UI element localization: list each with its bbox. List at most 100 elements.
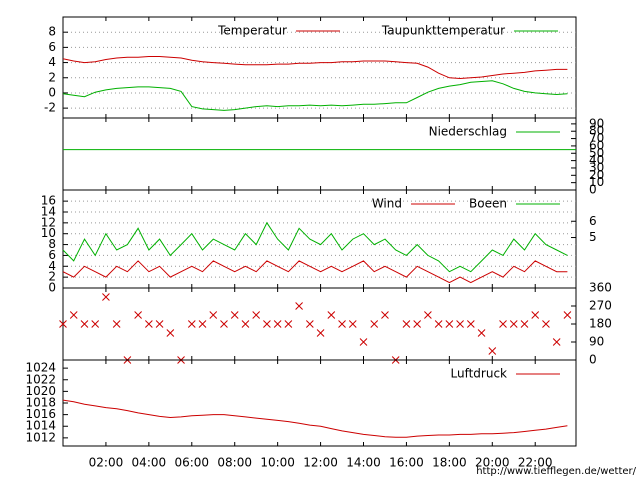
data-line [62,56,568,80]
x-tick-label: 18:00 [432,456,467,470]
wind-direction-point [198,320,207,328]
wind-direction-point [488,347,497,355]
wind-direction-point [531,311,540,319]
y-tick-label: 1018 [25,396,56,410]
legend-label: Niederschlag [429,125,507,139]
y-tick-label: 270 [589,299,612,313]
wind-direction-point [445,320,454,328]
y-tick-label: 2 [48,70,56,84]
y-tick-label: 60 [589,138,604,152]
y-tick-label: 1024 [25,361,56,375]
y-tick-label: 90 [589,335,604,349]
wind-direction-point [166,329,175,337]
y-tick-label: 1022 [25,372,56,386]
wind-direction-point [316,329,325,337]
y-tick-label: 80 [589,124,604,138]
y-tick-label: 360 [589,281,612,295]
x-tick-label: 20:00 [475,456,510,470]
y-tick-label: 0 [48,85,56,99]
wind-direction-point [552,338,561,346]
wind-direction-point [348,320,357,328]
wind-direction-point [155,320,164,328]
data-line [62,260,568,284]
y2-tick-label: 6 [589,214,597,228]
wind-direction-point [187,320,196,328]
wind-direction-point [338,320,346,328]
wind-direction-point [509,320,518,328]
wind-direction-point [434,320,443,328]
wind-direction-point [69,311,78,319]
y-tick-label: 180 [589,317,612,331]
legend-label: Taupunkttemperatur [381,24,505,38]
wind-direction-point [402,320,411,328]
legend-label: Wind [372,197,402,211]
y-tick-label: 6 [48,40,56,54]
wind-direction-point [273,320,282,328]
y-tick-label: 50 [589,146,604,160]
y-tick-label: 70 [589,131,604,145]
y-tick-label: 90 [589,116,604,130]
wind-direction-point [263,320,271,328]
x-tick-label: 08:00 [217,456,252,470]
x-tick-label: 04:00 [132,456,167,470]
y-tick-label: 1020 [25,384,56,398]
wind-direction-point [252,311,261,319]
wind-direction-point [230,311,239,319]
wind-direction-point [413,320,422,328]
panel-frame [62,287,577,361]
y-tick-label: 0 [589,353,597,367]
x-tick-label: 16:00 [389,456,424,470]
wind-direction-point [80,320,89,328]
y-tick-label: 8 [48,25,56,39]
wind-direction-point [499,320,507,328]
wind-direction-point [91,320,100,328]
x-tick-label: 10:00 [260,456,295,470]
y-tick-label: 20 [589,168,604,182]
y-tick-label: 1012 [25,430,56,444]
wind-direction-point [520,320,529,328]
wind-direction-point [295,302,303,310]
data-line [62,399,568,438]
y-tick-label: 8 [48,237,56,251]
legend-label: Boeen [469,197,507,211]
y-tick-label: 2 [48,270,56,284]
y-tick-label: 30 [589,160,604,174]
wind-direction-point [209,311,218,319]
y2-tick-label: 5 [589,230,597,244]
wind-direction-point [456,320,464,328]
y-tick-label: 16 [41,194,56,208]
wind-direction-point [145,320,153,328]
x-tick-label: 14:00 [346,456,381,470]
wind-direction-point [284,320,293,328]
y-tick-label: 12 [41,215,56,229]
wind-direction-point [112,320,121,328]
wind-direction-point [134,311,142,319]
y-tick-label: 6 [48,248,56,262]
x-tick-label: 12:00 [303,456,338,470]
wind-direction-point [424,311,432,319]
legend-label: Temperatur [217,24,287,38]
wind-direction-point [370,320,379,328]
x-tick-label: 06:00 [174,456,209,470]
wind-direction-point [542,320,550,328]
wind-direction-point [477,329,486,337]
wind-direction-point [381,311,389,319]
wind-direction-point [359,338,368,346]
y-tick-label: 14 [41,204,56,218]
x-tick-label: 22:00 [518,456,553,470]
y-tick-label: -2 [44,101,56,115]
wind-direction-point [241,320,250,328]
footer-url: http://www.tiefflegen.de/wetter/ [476,466,636,477]
y-tick-label: 10 [41,226,56,240]
data-line [62,80,568,111]
y-tick-label: 4 [48,55,56,69]
y-tick-label: 1016 [25,407,56,421]
data-line [62,221,568,273]
wind-direction-point [327,311,336,319]
wind-direction-point [305,320,314,328]
wind-direction-point [563,311,572,319]
y-tick-label: 0 [48,281,56,295]
wind-direction-point [466,320,475,328]
y-tick-label: 40 [589,153,604,167]
